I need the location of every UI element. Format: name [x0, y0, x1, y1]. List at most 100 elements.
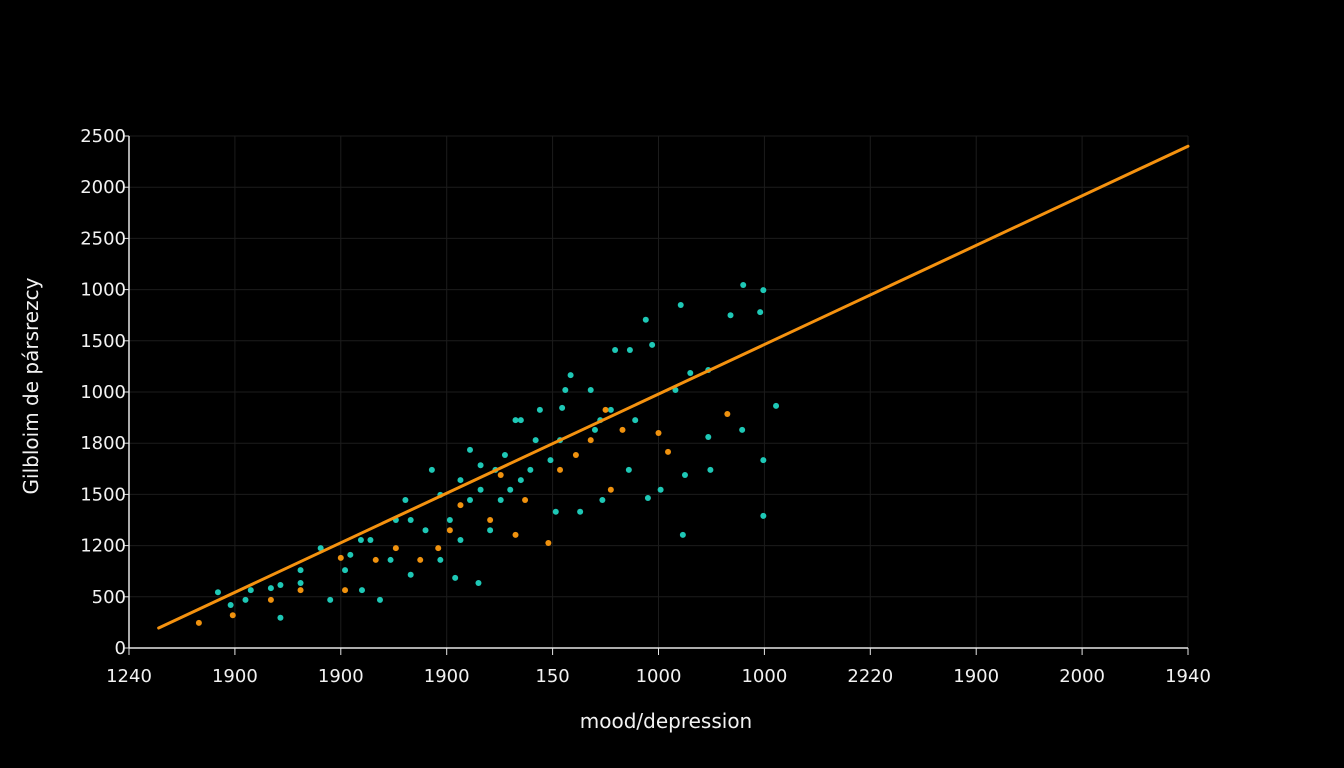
teal-data-point [740, 281, 747, 288]
y-tick-label: 1200 [80, 536, 126, 557]
y-tick-label: 500 [92, 587, 126, 608]
teal-data-point [612, 347, 619, 354]
orange-data-point [512, 531, 519, 538]
orange-data-point [607, 486, 614, 493]
teal-data-point [477, 462, 484, 469]
teal-data-point [247, 587, 254, 594]
x-tick-label: 150 [535, 666, 569, 687]
teal-data-point [760, 512, 767, 519]
orange-data-point [587, 437, 594, 444]
teal-data-point [357, 536, 364, 543]
teal-data-point [607, 406, 614, 413]
teal-data-point [707, 466, 714, 473]
teal-data-point [559, 404, 566, 411]
orange-data-point [435, 545, 442, 552]
teal-data-point [547, 457, 554, 464]
orange-data-point [572, 451, 579, 458]
orange-data-point [417, 556, 424, 563]
teal-data-point [677, 301, 684, 308]
teal-data-point [487, 527, 494, 534]
teal-data-point [267, 585, 274, 592]
teal-data-point [626, 347, 633, 354]
x-tick-label: 1900 [953, 666, 999, 687]
orange-data-point [665, 448, 672, 455]
orange-data-point [487, 517, 494, 523]
teal-data-point [428, 466, 435, 473]
teal-data-point [407, 517, 414, 523]
orange-data-point [619, 426, 626, 433]
orange-data-point [337, 554, 344, 561]
teal-data-point [577, 508, 584, 515]
teal-data-point [277, 614, 284, 621]
teal-data-point [452, 574, 459, 581]
grid [129, 135, 1189, 648]
teal-data-point [591, 426, 598, 433]
teal-data-point [517, 417, 524, 424]
x-tick-labels: 1240 1900 1900 1900 150 1000 1000 2220 1900 2000 1… [106, 666, 1211, 687]
orange-data-point [497, 471, 504, 478]
teal-data-point [387, 556, 394, 563]
teal-data-point [457, 536, 464, 543]
teal-data-point [679, 531, 686, 538]
orange-data-point [457, 502, 464, 509]
teal-data-point [705, 434, 712, 441]
teal-data-point [760, 287, 767, 294]
trend-line [157, 144, 1190, 630]
teal-data-point [347, 551, 354, 558]
orange-data-point [372, 556, 379, 563]
teal-data-point [567, 372, 574, 379]
teal-data-point [687, 370, 694, 377]
teal-data-point [527, 466, 534, 473]
teal-data-point [242, 596, 249, 603]
teal-data-point [642, 316, 649, 323]
orange-data-point [342, 587, 349, 594]
teal-data-point [649, 341, 656, 348]
y-tick-label: 1000 [80, 280, 126, 301]
teal-data-point [214, 589, 221, 596]
teal-data-point [376, 596, 383, 603]
teal-data-point [517, 477, 524, 484]
y-tick-label: 2000 [80, 177, 126, 198]
teal-data-point [475, 579, 482, 586]
teal-data-point [367, 536, 374, 543]
teal-data-point [358, 587, 365, 594]
teal-data-point [297, 567, 304, 574]
orange-data-point [602, 406, 609, 413]
teal-data-point [277, 582, 284, 589]
teal-data-point [327, 596, 334, 603]
teal-data-point [466, 446, 473, 453]
teal-data-point [317, 545, 324, 552]
teal-data-point [507, 486, 514, 493]
orange-data-point [522, 497, 529, 504]
teal-data-point [477, 486, 484, 493]
y-tick-label: 1500 [80, 331, 126, 352]
teal-data-point [407, 571, 414, 578]
x-tick-label: 1900 [212, 666, 258, 687]
teal-data-point [773, 402, 780, 409]
x-tick-label: 1900 [318, 666, 364, 687]
x-tick-label: 1000 [741, 666, 787, 687]
orange-data-point [545, 540, 552, 547]
teal-data-point [532, 437, 539, 444]
orange-data-point [195, 619, 202, 626]
teal-data-point [512, 417, 519, 424]
orange-data-point [557, 466, 564, 473]
teal-data-point [457, 477, 464, 484]
orange-data-point [724, 411, 731, 418]
teal-data-point [757, 309, 764, 316]
orange-data-point [229, 612, 236, 619]
data-points [195, 281, 780, 626]
teal-data-point [727, 312, 734, 319]
y-tick-label: 1500 [80, 484, 126, 505]
teal-data-point [227, 601, 234, 608]
y-tick-label: 1000 [80, 382, 126, 403]
x-tick-label: 2000 [1059, 666, 1105, 687]
x-tick-label: 1900 [424, 666, 470, 687]
y-tick-label: 0 [115, 638, 126, 659]
teal-data-point [587, 386, 594, 393]
x-tick-label: 1000 [636, 666, 682, 687]
trend-line-group [157, 144, 1190, 630]
teal-data-point [599, 497, 606, 504]
teal-data-point [739, 426, 746, 433]
